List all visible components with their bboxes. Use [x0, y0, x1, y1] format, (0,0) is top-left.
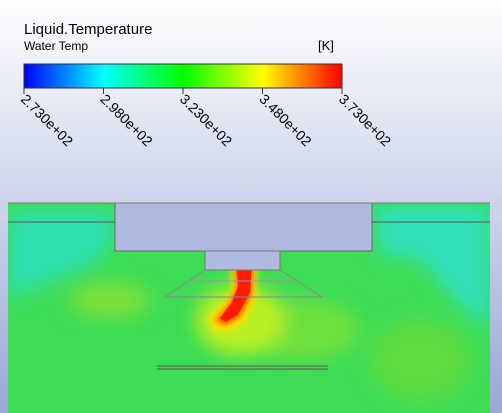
geometry	[8, 202, 490, 370]
legend-unit: [K]	[318, 38, 334, 53]
legend-title: Liquid.Temperature	[24, 21, 152, 38]
colorbar	[23, 63, 343, 89]
legend-variable: Water Temp	[24, 39, 88, 53]
